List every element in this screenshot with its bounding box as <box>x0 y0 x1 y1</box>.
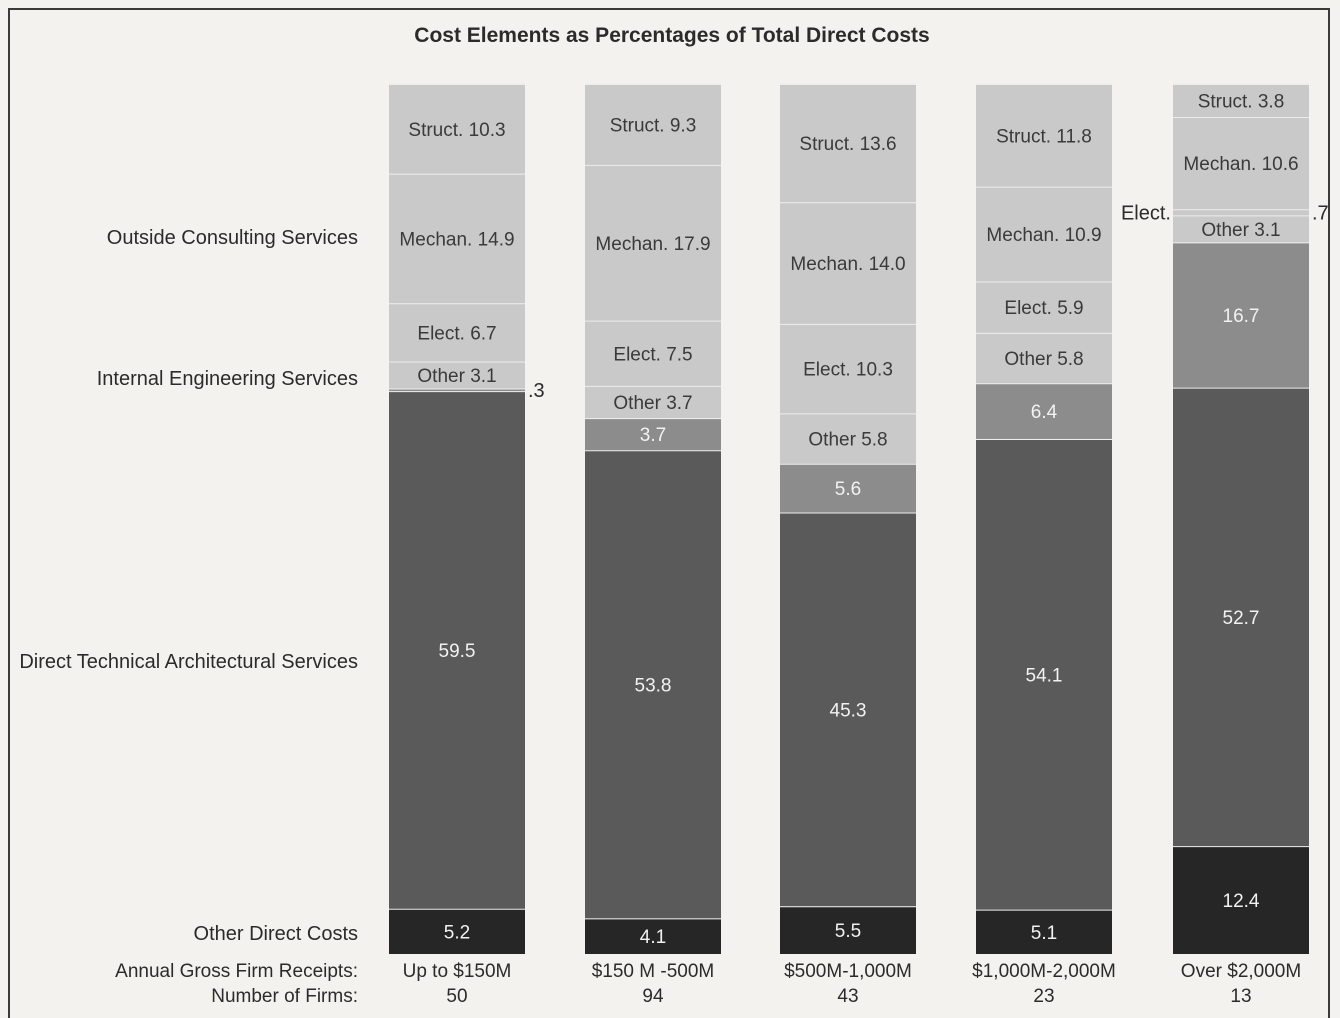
bar-segment-4-6 <box>976 186 1112 282</box>
row-label-other-direct: Other Direct Costs <box>194 923 358 945</box>
segment-label: Other 5.8 <box>808 430 887 451</box>
segment-label: Mechan. 17.9 <box>595 234 710 255</box>
bar-segment-3-7 <box>780 84 916 203</box>
segment-label: 5.2 <box>444 922 470 943</box>
segment-label: 5.1 <box>1031 923 1057 944</box>
bar-segment-4-1 <box>976 909 1112 954</box>
segment-outside-label: .3 <box>528 380 545 402</box>
segment-label: Struct. 10.3 <box>408 120 505 141</box>
segment-left-label: Elect. <box>1121 202 1171 224</box>
bar-segment-5-5 <box>1173 209 1309 216</box>
bar-segment-1-5 <box>389 303 525 362</box>
bar-segment-4-7 <box>976 84 1112 187</box>
bar-segment-4-2 <box>976 438 1112 910</box>
segment-label: Struct. 9.3 <box>610 115 697 136</box>
segment-label: 5.6 <box>835 479 861 500</box>
bar-segment-3-6 <box>780 202 916 324</box>
category-firms-count: 43 <box>837 986 858 1007</box>
row-label-internal-engineering: Internal Engineering Services <box>97 368 358 390</box>
bar-segment-2-1 <box>585 918 721 954</box>
bar-segment-3-1 <box>780 906 916 954</box>
segment-label: Other 3.1 <box>1201 220 1280 241</box>
bar-segment-2-4 <box>585 385 721 419</box>
bar-segment-5-6 <box>1173 117 1309 210</box>
bar-segment-4-3 <box>976 383 1112 439</box>
category-receipts-label: $500M-1,000M <box>784 961 912 982</box>
segment-label: Other 3.7 <box>613 393 692 414</box>
category-firms-count: 23 <box>1033 986 1054 1007</box>
bar-segment-1-1 <box>389 908 525 954</box>
bar-segment-2-7 <box>585 84 721 165</box>
segment-label: Mechan. 14.0 <box>790 254 905 275</box>
bar-segment-5-7 <box>1173 84 1309 118</box>
category-receipts-label: $1,000M-2,000M <box>972 961 1116 982</box>
segment-label: Struct. 11.8 <box>996 126 1092 147</box>
bar-segment-1-3 <box>389 388 525 392</box>
category-receipts-label: Over $2,000M <box>1181 961 1301 982</box>
bar-segment-1-7 <box>389 84 525 174</box>
segment-label: Elect. 6.7 <box>417 323 496 344</box>
category-receipts-label: $150 M -500M <box>592 961 715 982</box>
segment-label: Mechan. 14.9 <box>399 229 514 250</box>
bar-segment-4-5 <box>976 281 1112 333</box>
segment-label: 59.5 <box>439 641 476 662</box>
bar-segment-1-4 <box>389 361 525 389</box>
segment-label: Elect. 5.9 <box>1004 298 1083 319</box>
segment-label: 52.7 <box>1223 608 1260 629</box>
segment-label: 5.5 <box>835 921 861 942</box>
segment-label: 4.1 <box>640 927 666 948</box>
bar-segment-5-2 <box>1173 387 1309 847</box>
bar-segment-2-3 <box>585 418 721 451</box>
segment-label: Elect. 10.3 <box>803 360 893 381</box>
bar-segment-5-4 <box>1173 215 1309 243</box>
segment-label: 12.4 <box>1223 891 1260 912</box>
bar-segment-5-1 <box>1173 846 1309 954</box>
chart-title: Cost Elements as Percentages of Total Di… <box>414 24 929 47</box>
bar-segment-3-4 <box>780 413 916 464</box>
receipts-axis-label: Annual Gross Firm Receipts: <box>115 961 358 982</box>
chart-frame <box>8 8 1330 1018</box>
bars-group: 5.2 59.5 .3 Other 3.1 Elect. 6.7 Mechan. 14.9… <box>389 83 1329 1007</box>
segment-label: 3.7 <box>640 425 666 446</box>
segment-label: Mechan. 10.9 <box>986 225 1101 246</box>
bar-segment-4-4 <box>976 332 1112 384</box>
bar-segment-5-3 <box>1173 242 1309 388</box>
category-firms-count: 13 <box>1230 986 1251 1007</box>
segment-label: 45.3 <box>830 700 867 721</box>
bar-segment-1-2 <box>389 391 525 909</box>
bar-segment-2-2 <box>585 450 721 919</box>
segment-label: Elect. 7.5 <box>613 344 692 365</box>
bar-segment-3-5 <box>780 323 916 414</box>
bar-segment-3-3 <box>780 463 916 513</box>
segment-label: 16.7 <box>1223 306 1260 327</box>
bar-segment-2-6 <box>585 164 721 321</box>
bar-segment-2-5 <box>585 320 721 386</box>
segment-label: Other 5.8 <box>1004 349 1083 370</box>
firms-axis-label: Number of Firms: <box>211 986 358 1007</box>
segment-label: Struct. 13.6 <box>799 134 896 155</box>
segment-label: Struct. 3.8 <box>1198 92 1285 113</box>
row-label-outside-consulting: Outside Consulting Services <box>107 227 358 249</box>
segment-label: Other 3.1 <box>417 366 496 387</box>
segment-outside-label: .7 <box>1312 202 1329 224</box>
segment-label: 54.1 <box>1026 665 1063 686</box>
segment-label: 53.8 <box>635 675 672 696</box>
bar-segment-1-6 <box>389 173 525 304</box>
category-receipts-label: Up to $150M <box>403 961 512 982</box>
segment-label: 6.4 <box>1031 402 1058 423</box>
category-firms-count: 94 <box>642 986 664 1007</box>
bar-segment-3-2 <box>780 512 916 907</box>
segment-label: Mechan. 10.6 <box>1183 154 1298 175</box>
category-firms-count: 50 <box>446 986 467 1007</box>
row-label-direct-technical: Direct Technical Architectural Services <box>19 651 358 673</box>
